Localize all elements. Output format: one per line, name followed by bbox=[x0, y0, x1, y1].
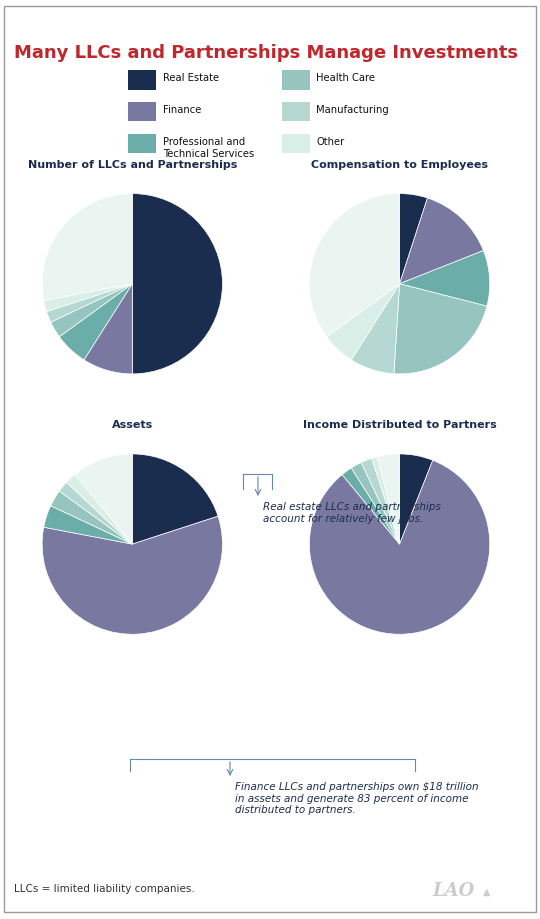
Wedge shape bbox=[400, 199, 483, 285]
Wedge shape bbox=[42, 516, 222, 634]
Wedge shape bbox=[342, 469, 400, 544]
Text: LAO: LAO bbox=[432, 880, 474, 899]
Wedge shape bbox=[400, 251, 490, 307]
FancyBboxPatch shape bbox=[282, 72, 310, 90]
Wedge shape bbox=[394, 285, 487, 374]
Wedge shape bbox=[59, 482, 132, 544]
Wedge shape bbox=[400, 454, 433, 544]
Wedge shape bbox=[42, 194, 132, 301]
Wedge shape bbox=[51, 285, 132, 337]
Wedge shape bbox=[361, 459, 400, 544]
Wedge shape bbox=[309, 194, 400, 337]
Wedge shape bbox=[84, 285, 132, 375]
Wedge shape bbox=[44, 285, 132, 312]
Wedge shape bbox=[377, 454, 400, 544]
Text: LLCs = limited liability companies.: LLCs = limited liability companies. bbox=[14, 883, 194, 893]
Text: Real estate LLCs and partnerships
account for relatively few jobs.: Real estate LLCs and partnerships accoun… bbox=[263, 502, 441, 523]
Wedge shape bbox=[372, 458, 400, 544]
Wedge shape bbox=[327, 285, 400, 360]
FancyBboxPatch shape bbox=[128, 103, 157, 122]
Wedge shape bbox=[132, 195, 222, 375]
Text: Figure 3: Figure 3 bbox=[11, 12, 65, 25]
Text: ▲: ▲ bbox=[483, 886, 491, 896]
Text: Health Care: Health Care bbox=[316, 74, 375, 83]
Title: Number of LLCs and Partnerships: Number of LLCs and Partnerships bbox=[28, 160, 237, 170]
Wedge shape bbox=[400, 195, 428, 285]
FancyBboxPatch shape bbox=[282, 135, 310, 154]
Wedge shape bbox=[51, 492, 132, 544]
Wedge shape bbox=[309, 460, 490, 634]
Text: Professional and
Technical Services: Professional and Technical Services bbox=[163, 137, 254, 158]
Text: Finance LLCs and partnerships own $18 trillion
in assets and generate 83 percent: Finance LLCs and partnerships own $18 tr… bbox=[235, 781, 478, 814]
Text: Manufacturing: Manufacturing bbox=[316, 105, 389, 115]
Wedge shape bbox=[59, 285, 132, 360]
Text: Real Estate: Real Estate bbox=[163, 74, 219, 83]
Wedge shape bbox=[352, 285, 400, 374]
FancyBboxPatch shape bbox=[128, 72, 157, 90]
Wedge shape bbox=[352, 463, 400, 544]
Text: Other: Other bbox=[316, 137, 345, 147]
Wedge shape bbox=[66, 475, 132, 544]
Text: Finance: Finance bbox=[163, 105, 201, 115]
FancyBboxPatch shape bbox=[128, 135, 157, 154]
Title: Compensation to Employees: Compensation to Employees bbox=[311, 160, 488, 170]
Wedge shape bbox=[75, 454, 132, 544]
Text: Many LLCs and Partnerships Manage Investments: Many LLCs and Partnerships Manage Invest… bbox=[14, 44, 517, 62]
Title: Income Distributed to Partners: Income Distributed to Partners bbox=[303, 420, 496, 430]
FancyBboxPatch shape bbox=[282, 103, 310, 122]
Wedge shape bbox=[132, 454, 218, 544]
Wedge shape bbox=[44, 506, 132, 544]
Wedge shape bbox=[46, 285, 132, 323]
Title: Assets: Assets bbox=[112, 420, 153, 430]
